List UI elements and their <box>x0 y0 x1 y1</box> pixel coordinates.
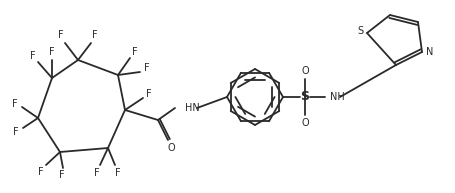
Text: F: F <box>146 89 152 99</box>
Text: NH: NH <box>329 92 344 102</box>
Text: F: F <box>12 99 18 109</box>
Text: F: F <box>115 168 121 178</box>
Text: HN: HN <box>185 103 199 113</box>
Text: O: O <box>300 118 308 128</box>
Text: F: F <box>59 170 65 180</box>
Text: O: O <box>167 143 174 153</box>
Text: F: F <box>144 63 150 73</box>
Text: F: F <box>49 47 55 57</box>
Text: F: F <box>132 47 137 57</box>
Text: F: F <box>58 30 64 40</box>
Text: N: N <box>425 47 433 57</box>
Text: F: F <box>92 30 98 40</box>
Text: F: F <box>38 167 44 177</box>
Text: O: O <box>300 66 308 76</box>
Text: F: F <box>94 168 100 178</box>
Text: S: S <box>356 26 362 36</box>
Text: F: F <box>30 51 36 61</box>
Text: F: F <box>13 127 19 137</box>
Text: S: S <box>300 91 309 103</box>
